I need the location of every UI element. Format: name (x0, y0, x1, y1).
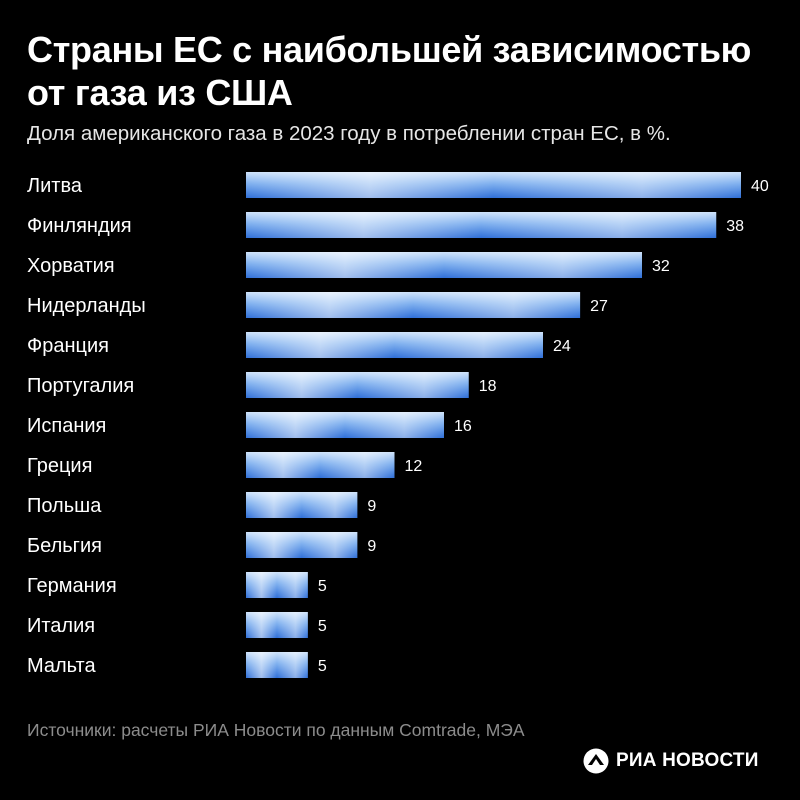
category-label: Греция (27, 455, 92, 477)
bar-highlight (246, 492, 358, 518)
category-label: Хорватия (27, 255, 115, 277)
category-label: Литва (27, 175, 83, 197)
value-label: 24 (553, 338, 571, 355)
value-label: 18 (479, 378, 497, 395)
chart-title: Страны ЕС с наибольшей зависимостью от г… (27, 29, 752, 113)
bar-highlight (246, 252, 642, 278)
category-label: Финляндия (27, 215, 132, 237)
value-label: 9 (367, 538, 376, 555)
value-label: 5 (318, 658, 327, 675)
bar-chart: Литва 40 Финляндия 38 Хорватия 32 Нидерланды 27… (27, 172, 769, 678)
ria-novosti-logo-icon (583, 748, 609, 774)
value-label: 5 (318, 578, 327, 595)
bar-highlight (246, 372, 469, 398)
category-label: Мальта (27, 655, 96, 677)
bar-highlight (246, 532, 358, 558)
bar-highlight (246, 332, 543, 358)
value-label: 40 (751, 178, 769, 195)
bar-highlight (246, 452, 395, 478)
category-label: Польша (27, 495, 102, 517)
category-label: Германия (27, 575, 117, 597)
value-label: 38 (726, 218, 744, 235)
value-label: 5 (318, 618, 327, 635)
value-label: 16 (454, 418, 472, 435)
logo-text: РИА НОВОСТИ (616, 750, 759, 771)
value-label: 9 (367, 498, 376, 515)
chart-subtitle: Доля американского газа в 2023 году в по… (27, 122, 671, 145)
value-label: 27 (590, 298, 608, 315)
bar-highlight (246, 572, 308, 598)
category-label: Италия (27, 615, 95, 637)
category-label: Бельгия (27, 535, 102, 557)
category-label: Испания (27, 415, 106, 437)
bar-highlight (246, 172, 741, 198)
bar-highlight (246, 412, 444, 438)
bar-highlight (246, 652, 308, 678)
bar-highlight (246, 292, 581, 318)
category-label: Нидерланды (27, 295, 146, 317)
bar-highlight (246, 212, 717, 238)
source-note: Источники: расчеты РИА Новости по данным… (27, 720, 525, 740)
category-label: Португалия (27, 375, 134, 397)
value-label: 32 (652, 258, 670, 275)
bar-highlight (246, 612, 308, 638)
value-label: 12 (405, 458, 423, 475)
category-label: Франция (27, 335, 109, 357)
ria-novosti-logo: РИА НОВОСТИ (583, 747, 759, 775)
